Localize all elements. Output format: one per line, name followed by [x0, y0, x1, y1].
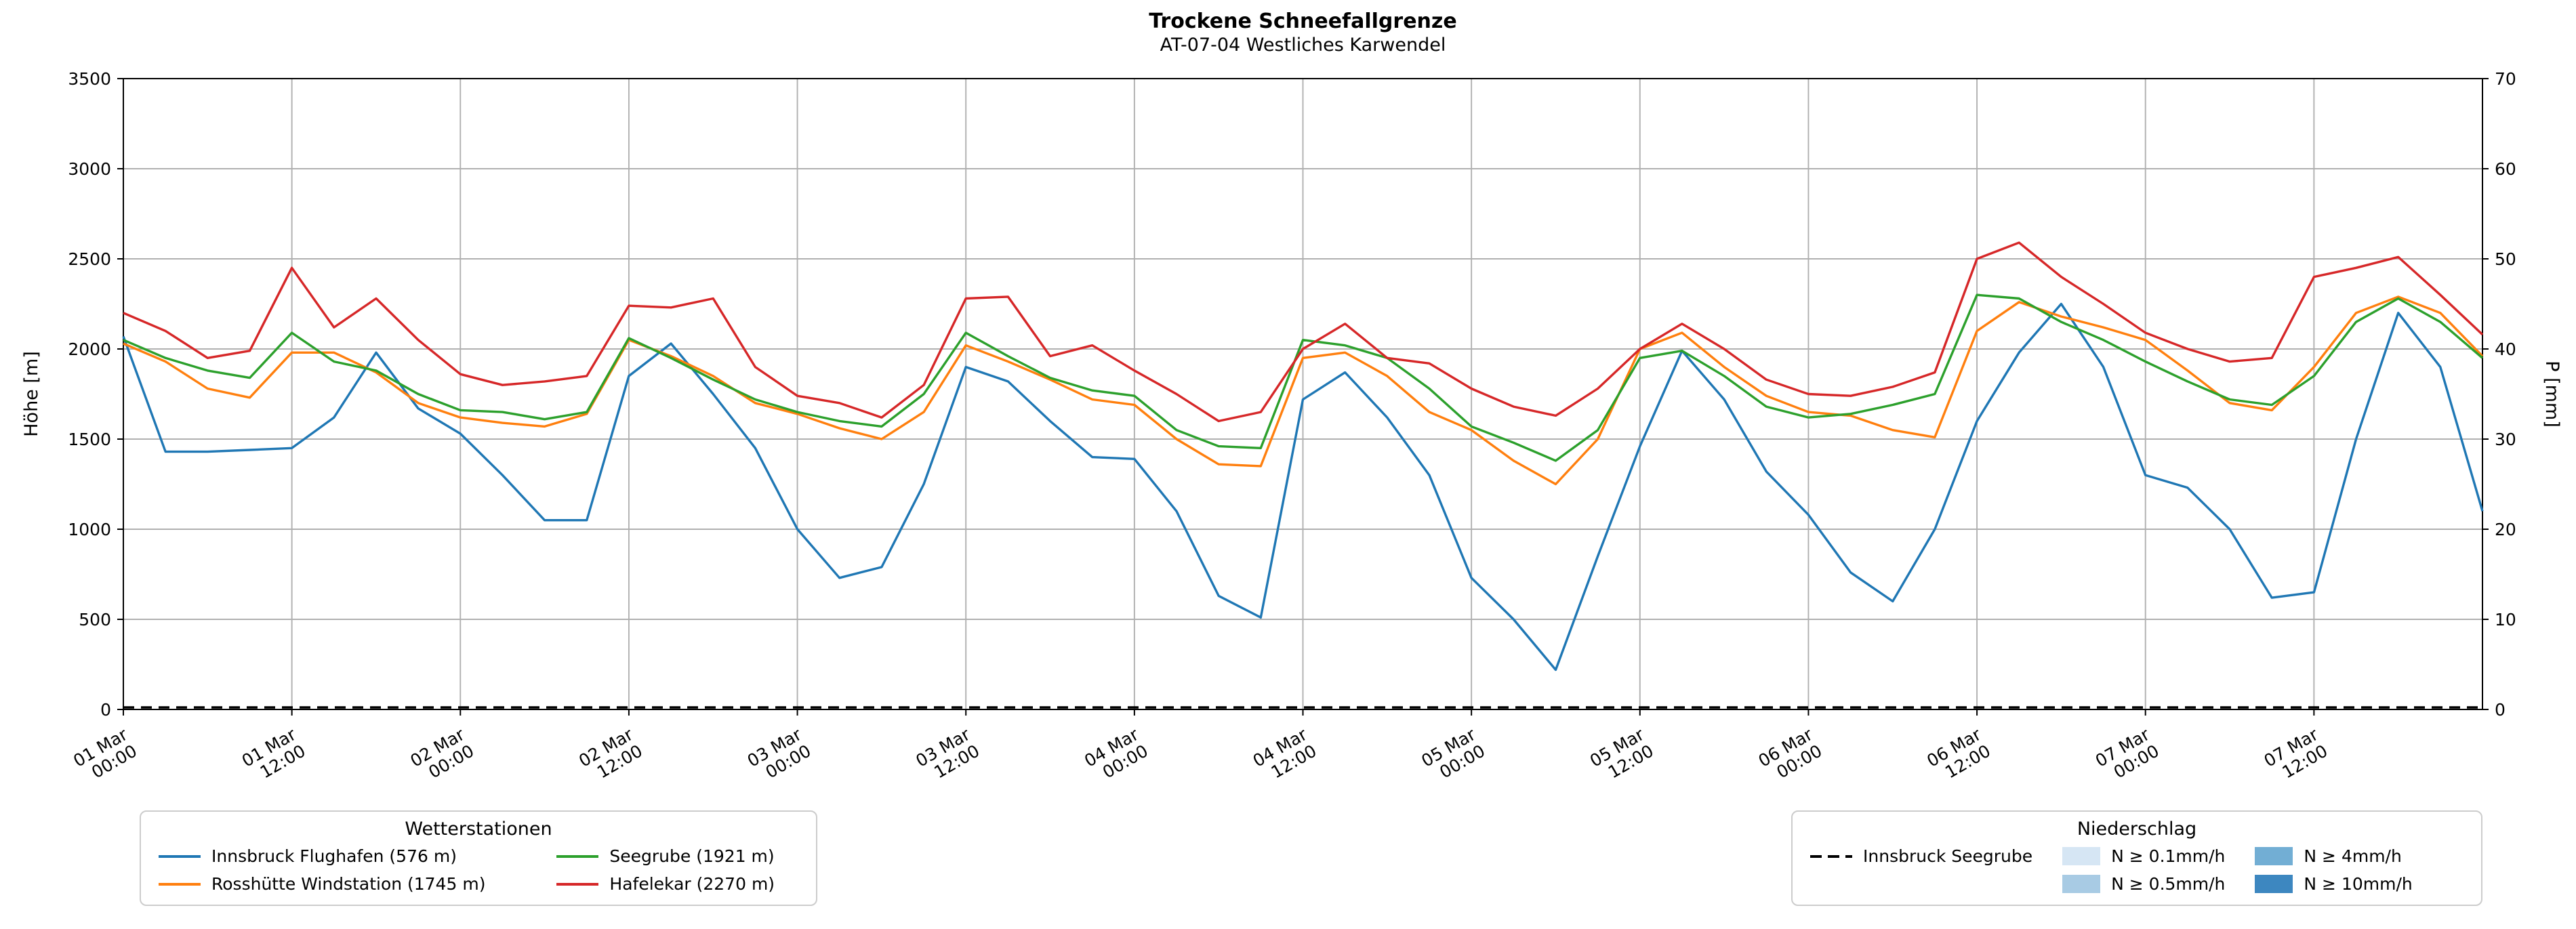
svg-text:04 Mar00:00: 04 Mar00:00: [1081, 724, 1151, 787]
line-swatch-orange: [159, 882, 201, 886]
dashed-line-swatch: [1810, 854, 1852, 858]
svg-text:1000: 1000: [68, 520, 111, 539]
svg-text:03 Mar00:00: 03 Mar00:00: [744, 724, 815, 787]
svg-text:02 Mar12:00: 02 Mar12:00: [575, 724, 646, 787]
gridlines: [123, 79, 2482, 709]
legend-item: Rosshütte Windstation (1745 m): [159, 874, 509, 894]
legend-item-label: Seegrube (1921 m): [609, 846, 775, 866]
legend-item-label: Hafelekar (2270 m): [609, 874, 775, 894]
series-lines: [122, 241, 2484, 709]
svg-text:50: 50: [2495, 249, 2516, 269]
legend-item-label: Innsbruck Flughafen (576 m): [211, 846, 457, 866]
svg-text:3000: 3000: [68, 159, 111, 179]
svg-text:02 Mar00:00: 02 Mar00:00: [407, 724, 477, 787]
legend-item-label: N ≥ 10mm/h: [2304, 874, 2413, 894]
svg-text:06 Mar00:00: 06 Mar00:00: [1755, 724, 1826, 787]
legend-precip-items: Innsbruck Seegrube N ≥ 0.1mm/h N ≥ 0.5mm…: [1810, 846, 2463, 894]
svg-text:30: 30: [2495, 430, 2516, 449]
precip-swatch-0.5: [2062, 875, 2101, 893]
svg-text:01 Mar00:00: 01 Mar00:00: [70, 724, 140, 787]
line-swatch-red: [556, 882, 599, 886]
legend-item-label: N ≥ 4mm/h: [2304, 846, 2402, 866]
svg-text:07 Mar00:00: 07 Mar00:00: [2092, 724, 2163, 787]
svg-text:05 Mar00:00: 05 Mar00:00: [1418, 724, 1488, 787]
svg-text:2500: 2500: [68, 249, 111, 269]
svg-text:01 Mar12:00: 01 Mar12:00: [239, 724, 309, 787]
chart-title: Trockene Schneefallgrenze: [1149, 9, 1457, 33]
svg-text:40: 40: [2495, 339, 2516, 359]
chart-subtitle: AT-07-04 Westliches Karwendel: [1160, 35, 1446, 56]
chart-plot: 0 500 1000 1500 2000 2500 3000 3500 0 10 20 30 40 50 6…: [21, 69, 2562, 787]
legend-item-label: N ≥ 0.5mm/h: [2111, 874, 2226, 894]
series-line-innsbruck-flughafen: [122, 302, 2484, 672]
legend-item: Hafelekar (2270 m): [556, 874, 798, 894]
precip-column-2: N ≥ 4mm/h N ≥ 10mm/h: [2255, 846, 2413, 894]
svg-text:3500: 3500: [68, 69, 111, 89]
svg-text:0: 0: [2495, 700, 2506, 720]
svg-text:500: 500: [79, 610, 111, 629]
series-line-seegrube: [123, 293, 2484, 462]
svg-text:2000: 2000: [68, 339, 111, 359]
svg-text:60: 60: [2495, 159, 2516, 179]
precip-swatch-0.1: [2062, 847, 2101, 865]
svg-text:0: 0: [100, 700, 111, 720]
precip-swatch-10: [2255, 875, 2293, 893]
title-block: Trockene Schneefallgrenze AT-07-04 Westl…: [123, 9, 2482, 57]
y-left-axis-label: Höhe [m]: [21, 351, 42, 437]
legend-precip-title: Niederschlag: [2077, 819, 2197, 840]
legend-stations-title: Wetterstationen: [405, 819, 552, 840]
y-right-axis-label: P [mm]: [2541, 360, 2562, 428]
x-axis: 01 Mar00:00 01 Mar12:00 02 Mar00:00 02 Mar1…: [70, 709, 2331, 787]
legend-item: N ≥ 0.5mm/h: [2062, 874, 2225, 894]
legend-item: N ≥ 4mm/h: [2255, 846, 2412, 866]
svg-text:04 Mar12:00: 04 Mar12:00: [1250, 724, 1320, 787]
svg-text:06 Mar12:00: 06 Mar12:00: [1923, 724, 1994, 787]
line-swatch-green: [556, 854, 599, 858]
legend-stations-items: Innsbruck Flughafen (576 m) Rosshütte Wi…: [159, 846, 798, 894]
svg-text:20: 20: [2495, 520, 2516, 539]
svg-text:03 Mar12:00: 03 Mar12:00: [912, 724, 983, 787]
legend-item: Innsbruck Seegrube: [1810, 846, 2032, 866]
legend-item: N ≥ 10mm/h: [2255, 874, 2413, 894]
legend-item: N ≥ 0.1mm/h: [2062, 846, 2225, 866]
series-line-hafelekar: [123, 241, 2484, 423]
legend-niederschlag: Niederschlag Innsbruck Seegrube N ≥ 0.1m…: [1791, 810, 2482, 906]
svg-text:10: 10: [2495, 610, 2516, 629]
legend-item-label: Rosshütte Windstation (1745 m): [211, 874, 486, 894]
precip-swatch-4: [2255, 847, 2293, 865]
svg-text:05 Mar12:00: 05 Mar12:00: [1587, 724, 1657, 787]
y-right-axis: 0 10 20 30 40 50 60 70: [2482, 69, 2516, 720]
legend-wetterstationen: Wetterstationen Innsbruck Flughafen (576…: [140, 810, 817, 906]
legend-item: Seegrube (1921 m): [556, 846, 798, 866]
svg-text:70: 70: [2495, 69, 2516, 89]
legend-item-label: Innsbruck Seegrube: [1863, 846, 2033, 866]
svg-text:07 Mar12:00: 07 Mar12:00: [2261, 724, 2331, 787]
svg-text:1500: 1500: [68, 430, 111, 449]
legend-item-label: N ≥ 0.1mm/h: [2111, 846, 2226, 866]
series-line-rosshuette-windstation: [123, 295, 2484, 486]
line-swatch-blue: [159, 854, 201, 858]
legend-item: Innsbruck Flughafen (576 m): [159, 846, 509, 866]
y-left-axis: 0 500 1000 1500 2000 2500 3000 3500: [68, 69, 123, 720]
precip-column-1: N ≥ 0.1mm/h N ≥ 0.5mm/h: [2062, 846, 2225, 894]
